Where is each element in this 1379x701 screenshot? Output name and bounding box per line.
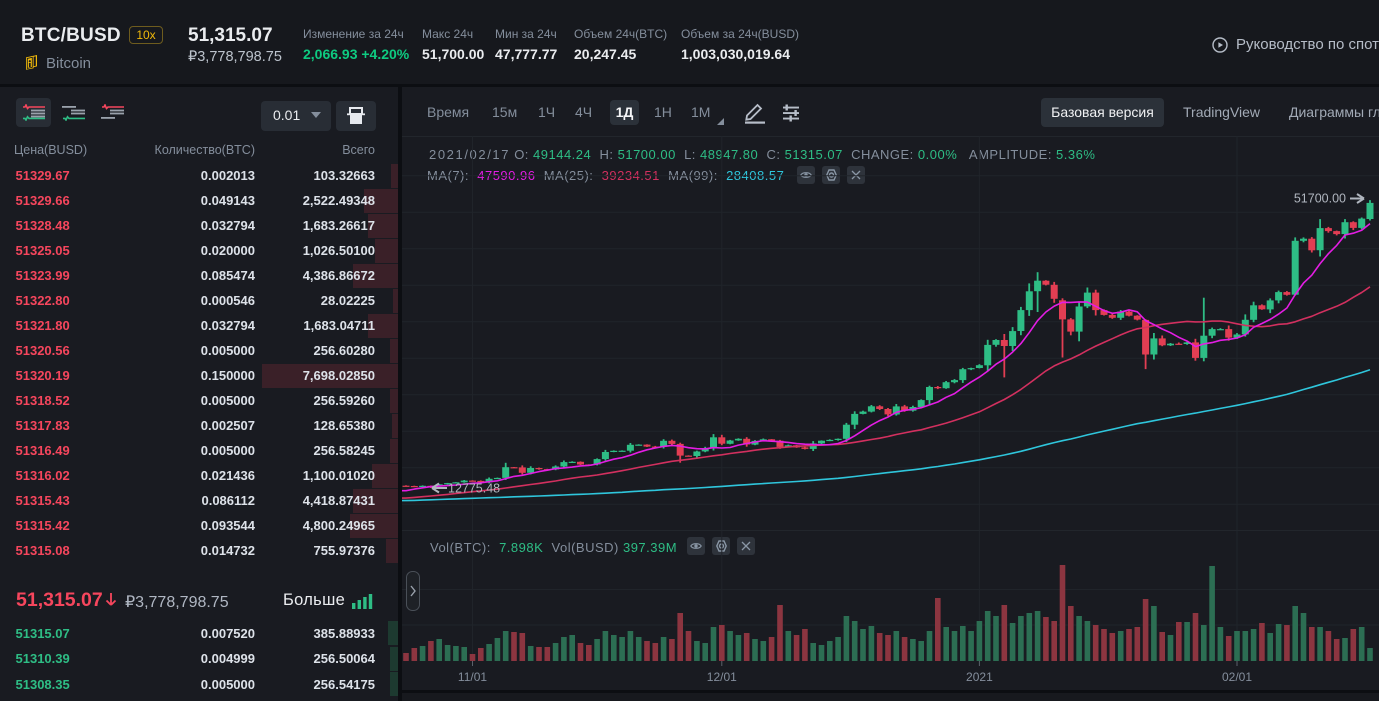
- svg-text:12775.48: 12775.48: [448, 482, 500, 496]
- svg-text:51700.00: 51700.00: [1294, 192, 1346, 206]
- svg-text:02/01: 02/01: [1222, 670, 1252, 684]
- svg-text:11/01: 11/01: [458, 670, 487, 684]
- svg-text:12/01: 12/01: [707, 670, 737, 684]
- svg-text:2021: 2021: [966, 670, 993, 684]
